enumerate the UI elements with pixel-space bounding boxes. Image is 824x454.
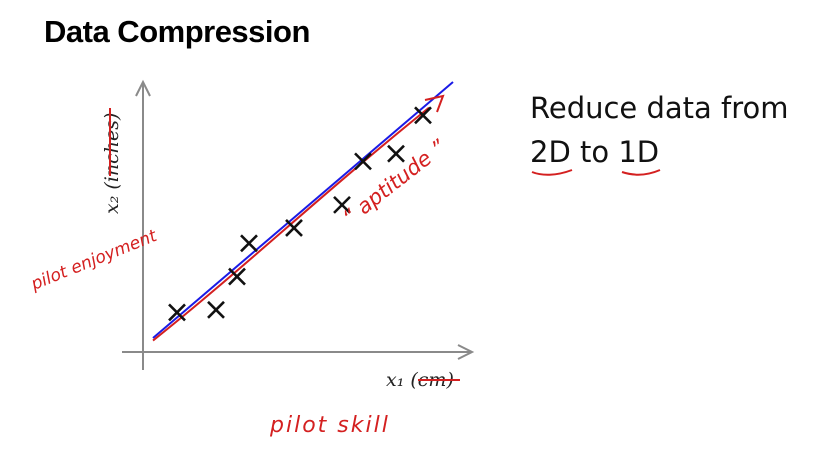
- subtitle-line-2: 2D to 1D: [530, 130, 789, 174]
- handwritten-pilot-skill: pilot skill: [269, 413, 390, 438]
- subtitle-to: to: [570, 135, 619, 169]
- data-point: [333, 195, 351, 214]
- y-axis-label: x₂ (inches): [101, 113, 123, 214]
- underline-2d: [531, 169, 573, 176]
- handwritten-aptitude: “ aptitude ”: [338, 135, 451, 230]
- data-points: [168, 106, 432, 322]
- fit-line: [152, 81, 454, 339]
- underline-1d: [621, 169, 661, 176]
- subtitle-1d: 1D: [618, 135, 660, 169]
- data-point: [354, 152, 372, 171]
- subtitle: Reduce data from 2D to 1D: [530, 86, 789, 174]
- y-axis-arrow: [135, 79, 151, 97]
- handwritten-pilot-enjoyment: pilot enjoyment: [27, 226, 161, 295]
- data-point: [168, 303, 186, 322]
- data-point: [285, 219, 303, 237]
- projection-line: [152, 106, 430, 342]
- data-point: [228, 267, 246, 286]
- subtitle-2d: 2D: [530, 135, 571, 169]
- subtitle-line-1: Reduce data from: [530, 91, 789, 125]
- data-point: [240, 234, 258, 253]
- x-axis-arrow: [457, 344, 475, 360]
- data-point: [207, 300, 225, 319]
- projection-arrowhead: [424, 94, 445, 113]
- slide-title: Data Compression: [44, 14, 310, 49]
- data-point: [414, 106, 432, 125]
- data-point: [387, 144, 405, 163]
